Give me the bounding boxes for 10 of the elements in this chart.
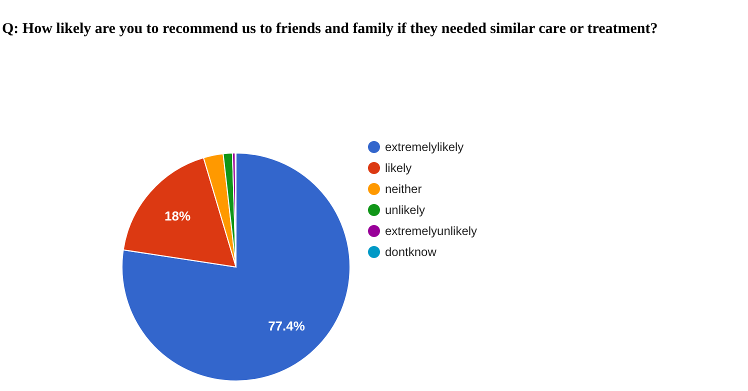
legend-label: dontknow — [385, 244, 436, 258]
legend-label: neither — [385, 182, 422, 196]
legend-label: extremelylikely — [385, 140, 464, 154]
legend-label: likely — [385, 160, 412, 174]
legend-label: unlikely — [385, 202, 426, 216]
data-label: 18% — [164, 208, 191, 224]
chart-title: Q: How likely are you to recommend us to friends and family if they needed similar care or treatment? — [2, 21, 658, 38]
data-label: 77.4% — [268, 318, 306, 334]
pie-slice — [122, 152, 350, 382]
legend-label: extremelyunlikely — [385, 224, 478, 238]
